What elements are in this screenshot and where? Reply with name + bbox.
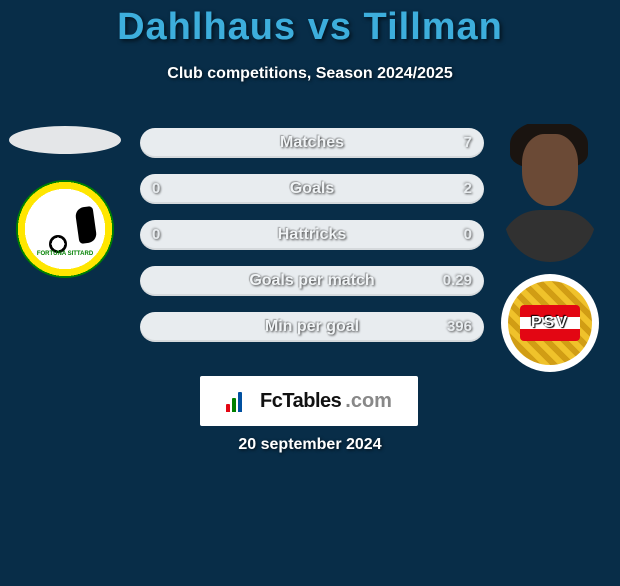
stat-label: Min per goal [140, 312, 484, 342]
stat-row: 0Goals2 [140, 174, 484, 204]
stat-row: Min per goal396 [140, 312, 484, 342]
page-title: Dahlhaus vs Tillman [0, 6, 620, 49]
psv-badge-ring: PSV [508, 281, 592, 365]
brand-logo[interactable]: FcTables .com [200, 376, 418, 426]
psv-badge-flag: PSV [520, 305, 580, 341]
stat-row: Matches7 [140, 128, 484, 158]
player-left-photo-placeholder [9, 126, 121, 154]
player-right-photo [504, 124, 596, 262]
stat-label: Matches [140, 128, 484, 158]
right-column: PSV [490, 126, 610, 372]
psv-badge-text: PSV [531, 314, 569, 332]
player-left-name: Dahlhaus [117, 6, 296, 48]
stat-label: Hattricks [140, 220, 484, 250]
bar-chart-icon [226, 390, 254, 412]
left-column [5, 126, 125, 278]
brand-name-main: FcTables [260, 390, 341, 413]
stat-row: Goals per match0.29 [140, 266, 484, 296]
photo-shoulders [504, 210, 596, 262]
stat-right-value: 0.29 [443, 266, 472, 296]
stat-right-value: 2 [464, 174, 472, 204]
stat-label: Goals per match [140, 266, 484, 296]
stat-label: Goals [140, 174, 484, 204]
club-left-badge [16, 180, 114, 278]
player-right-name: Tillman [364, 6, 503, 48]
club-right-badge: PSV [501, 274, 599, 372]
vs-word: vs [308, 6, 352, 48]
stat-right-value: 7 [464, 128, 472, 158]
fortuna-logo-icon [43, 207, 87, 251]
footer-date: 20 september 2024 [0, 436, 620, 454]
stat-right-value: 0 [464, 220, 472, 250]
stat-right-value: 396 [447, 312, 472, 342]
stat-row: 0Hattricks0 [140, 220, 484, 250]
brand-name-suffix: .com [345, 390, 392, 413]
photo-head [522, 134, 578, 206]
stat-bars: Matches70Goals20Hattricks0Goals per matc… [140, 128, 484, 358]
subtitle: Club competitions, Season 2024/2025 [0, 65, 620, 83]
